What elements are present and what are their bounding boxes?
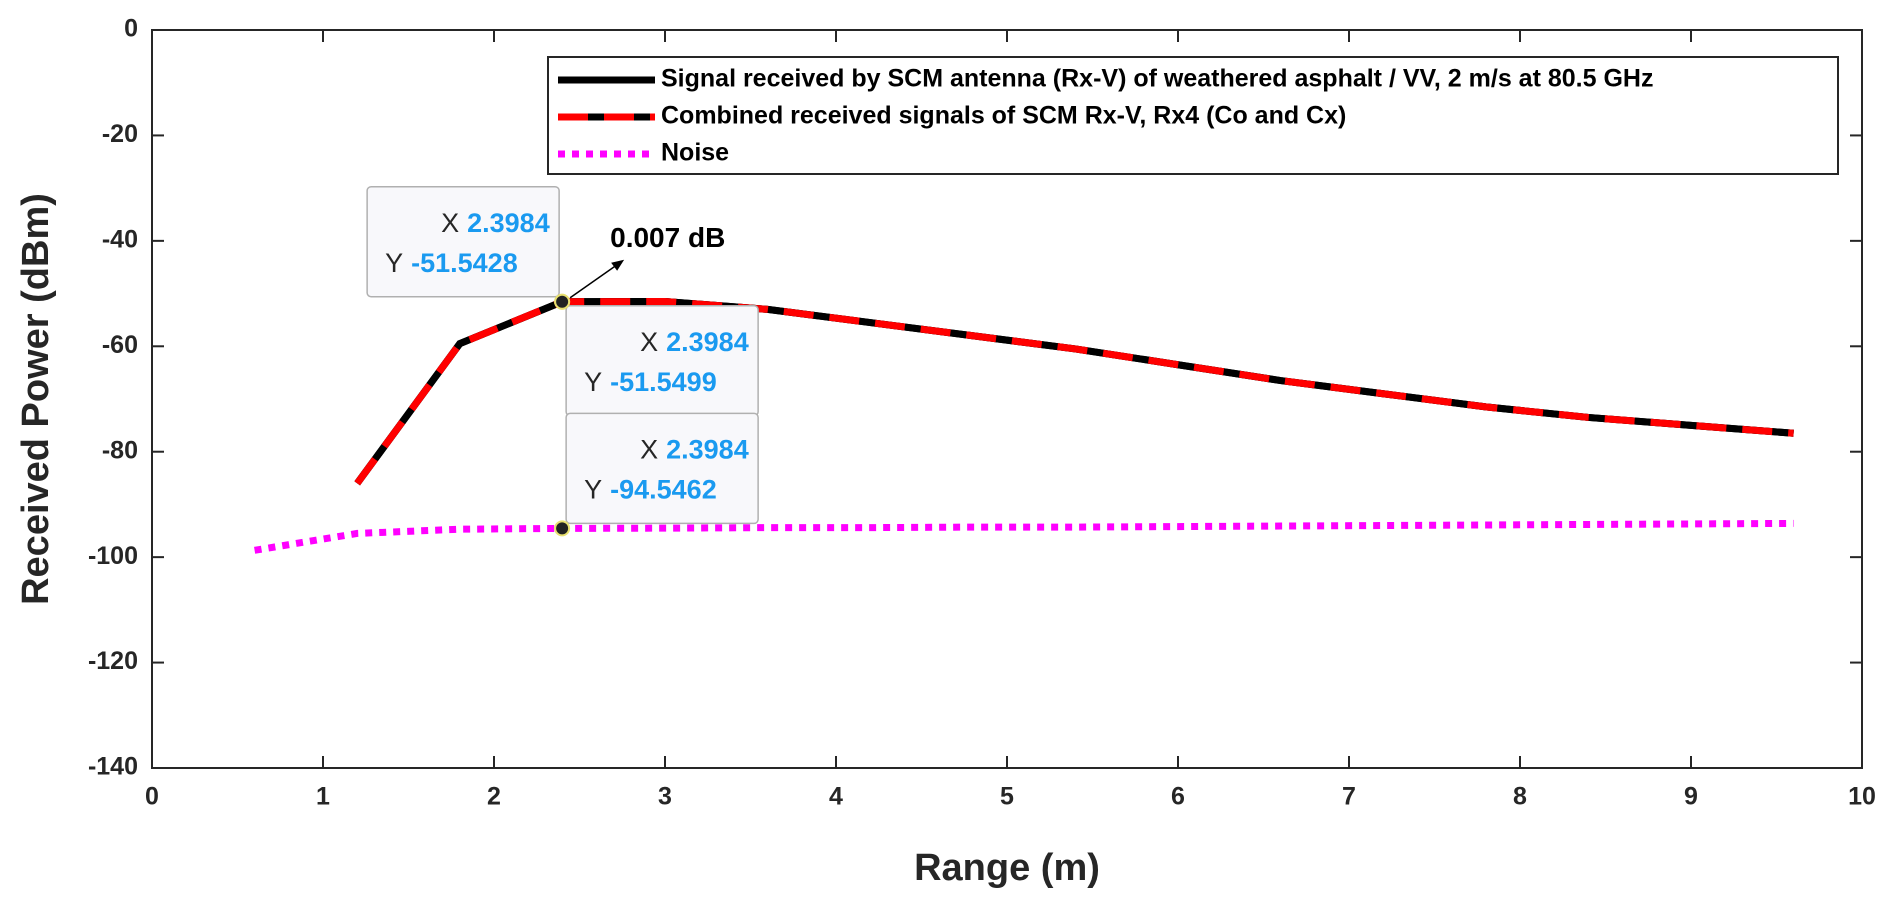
- x-tick-label: 3: [658, 783, 672, 811]
- x-tick-label: 8: [1513, 783, 1527, 811]
- datatip-box: [565, 304, 759, 417]
- series-line: [354, 297, 1794, 486]
- x-tick-label: 0: [145, 783, 159, 811]
- y-tick-label: -60: [102, 331, 138, 359]
- y-axis-label: Received Power (dBm): [15, 193, 57, 605]
- datatip-x: 2.3984: [666, 327, 749, 357]
- y-tick-label: -100: [88, 542, 138, 570]
- annotation: 0.007 dB: [610, 222, 725, 253]
- datatip-x-label: X: [640, 435, 658, 465]
- y-tick-label: -80: [102, 436, 138, 464]
- datatip-y: -51.5499: [610, 367, 717, 397]
- legend-label: Signal received by SCM antenna (Rx-V) of…: [661, 65, 1653, 93]
- x-tick-label: 5: [1000, 783, 1014, 811]
- annotation-arrowhead: [611, 259, 625, 271]
- datatip-y-label: Y: [584, 367, 602, 397]
- y-tick-label: -40: [102, 225, 138, 253]
- x-tick-label: 9: [1684, 783, 1698, 811]
- legend-label: Noise: [661, 139, 729, 167]
- annotation-arrow: [569, 264, 618, 299]
- datatip-y-label: Y: [385, 248, 403, 278]
- series-line: [254, 519, 1794, 554]
- x-tick-label: 6: [1171, 783, 1185, 811]
- y-tick-label: -20: [102, 120, 138, 148]
- x-tick-label: 2: [487, 783, 501, 811]
- datatip-box: [565, 412, 759, 525]
- datatip-y-label: Y: [584, 475, 602, 505]
- datatip-y: -94.5462: [610, 475, 717, 505]
- x-tick-label: 4: [829, 783, 843, 811]
- datatip-marker: [554, 520, 571, 537]
- y-tick-label: -120: [88, 647, 138, 675]
- x-tick-label: 1: [316, 783, 330, 811]
- datatip-x-label: X: [441, 208, 459, 238]
- datatip-y: -51.5428: [411, 248, 518, 278]
- datatip-box: [366, 185, 560, 298]
- y-tick-label: -140: [88, 753, 138, 781]
- legend-label: Combined received signals of SCM Rx-V, R…: [661, 102, 1346, 130]
- datatip-marker: [554, 293, 571, 310]
- datatip-x-label: X: [640, 327, 658, 357]
- legend-box: [547, 56, 1839, 175]
- datatip-x: 2.3984: [467, 208, 550, 238]
- y-tick-label: 0: [124, 15, 138, 43]
- x-tick-label: 7: [1342, 783, 1356, 811]
- datatip-x: 2.3984: [666, 435, 749, 465]
- x-tick-label: 10: [1848, 783, 1876, 811]
- x-axis-label: Range (m): [914, 847, 1100, 889]
